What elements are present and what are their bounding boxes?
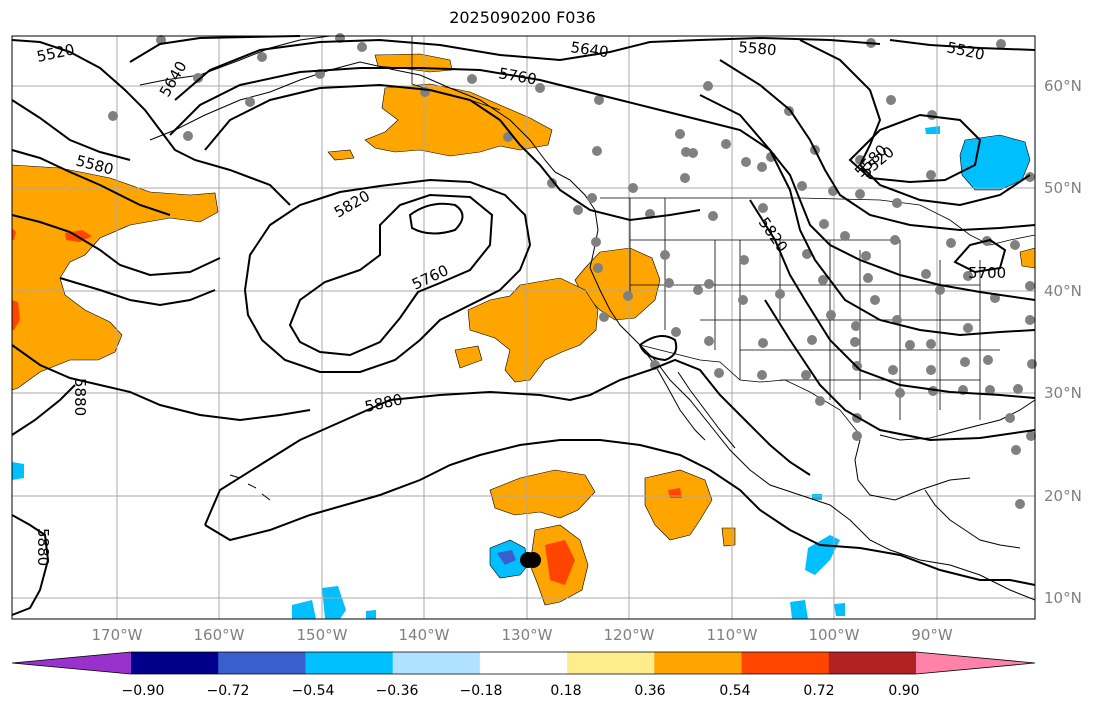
lon-label-170w: 170°W [91,626,143,644]
contour-label: 5640 [569,38,609,61]
shade-blue-south-3 [790,600,808,619]
contour-label: 5880 [34,528,52,566]
lon-label-120w: 120°W [603,626,655,644]
colorbar-tick: 0.90 [888,683,920,699]
shade-blue-south-4 [834,603,845,616]
colorbar-extend-low [12,652,131,674]
colorbar-tick: −0.90 [121,683,165,699]
colorbar-tick: 0.54 [719,683,751,699]
shade-orange-pacific [467,277,599,383]
shade-blue-west-edge [12,462,24,480]
lat-label-20n: 20°N [1044,487,1082,505]
lon-label-140w: 140°W [398,626,450,644]
shaded-regions [11,53,1036,619]
lat-label-30n: 30°N [1044,384,1082,402]
shade-red-west-edge [12,300,20,330]
shade-orange-west-upper [11,164,219,391]
shade-orange-pacific-2 [454,345,483,369]
colorbar-tick: −0.36 [375,683,419,699]
graticule [12,36,1035,619]
colorbar-segment [479,652,568,674]
station-markers [108,33,1037,509]
colorbar-segments [11,651,1036,675]
lon-label-90w: 90°W [911,626,953,644]
colorbar-tick: 0.36 [634,683,666,699]
lon-label-160w: 160°W [193,626,245,644]
lon-label-100w: 100°W [808,626,860,644]
shade-red-west-edge2 [12,228,16,240]
colorbar-tick: −0.54 [291,683,335,699]
map-title: 2025090200 F036 [449,8,596,27]
colorbar-segment [828,652,917,674]
weather-map: 5520 5640 5580 5760 5640 5580 5520 5580 … [11,33,1037,620]
shade-orange-tropic-4 [721,527,736,547]
colorbar-segment [567,652,655,674]
colorbar-tick: −0.72 [206,683,250,699]
height-contours [11,35,1036,616]
shade-blue-south-1 [292,600,316,619]
lat-label-40n: 40°N [1044,282,1082,300]
contour-label: 5700 [968,264,1006,282]
map-frame [11,35,1036,620]
colorbar-segment [741,652,830,674]
colorbar-segment [131,652,219,674]
shade-orange-tropic-1 [489,469,596,519]
shade-blue-south-5 [366,610,376,619]
colorbar-tick: 0.72 [803,683,835,699]
lon-label-130w: 130°W [501,626,553,644]
lat-label-50n: 50°N [1044,179,1082,197]
shade-blue-south-2 [322,586,346,619]
shade-orange-tropic-3 [644,469,713,541]
lat-label-10n: 10°N [1044,589,1082,607]
lon-label-110w: 110°W [706,626,758,644]
colorbar-outline [11,651,1036,675]
shade-red-tropic [545,540,575,585]
colorbar-tick: −0.18 [459,683,503,699]
shade-darkblue-tropic [497,550,516,565]
colorbar-extend-high [916,652,1035,674]
colorbar-segment [654,652,743,674]
colorbar-tick: 0.18 [550,683,582,699]
colorbar-segment [392,652,481,674]
colorbar-segment [218,652,306,674]
shade-blue-canada-2 [925,126,940,134]
contour-label: 5880 [71,378,89,416]
shade-orange-alaska-3 [327,149,355,161]
cyclone-marker [520,552,541,568]
lat-label-60n: 60°N [1044,77,1082,95]
lon-label-150w: 150°W [296,626,348,644]
colorbar-segment [305,652,394,674]
contour-label: 5580 [738,38,778,59]
colorbar [11,651,1036,675]
